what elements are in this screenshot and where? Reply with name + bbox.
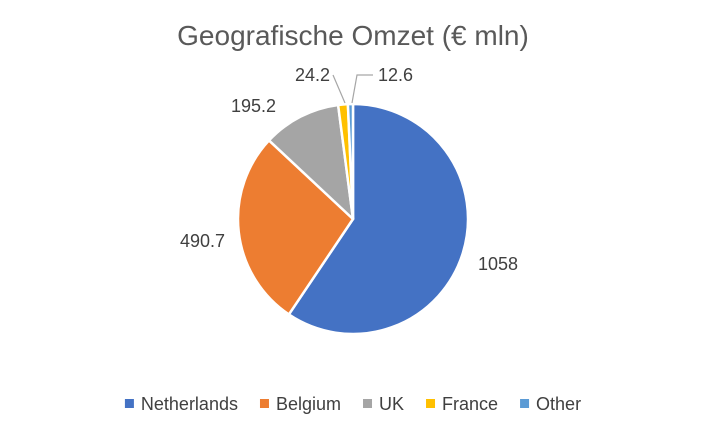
chart-title: Geografische Omzet (€ mln) [177, 20, 529, 51]
legend-swatch-uk [363, 399, 373, 408]
legend-swatch-other [520, 399, 530, 408]
slice-netherlands [287, 102, 470, 336]
legend-label-other: Other [536, 394, 581, 414]
data-label-belgium: 490.7 [180, 231, 225, 251]
legend-label-uk: UK [379, 394, 404, 414]
data-label-france: 24.2 [295, 65, 330, 85]
legend-label-france: France [442, 394, 498, 414]
legend-label-netherlands: Netherlands [141, 394, 238, 414]
slice-other [346, 102, 355, 221]
data-labels: 1058 490.7 195.2 24.2 12.6 [180, 65, 518, 274]
leader-lines [332, 74, 373, 104]
data-label-uk: 195.2 [231, 96, 276, 116]
legend-item-belgium: Belgium [259, 394, 341, 414]
leader-line-france [332, 74, 346, 104]
legend-swatch-france [426, 399, 436, 408]
legend: Netherlands Belgium UK France Other [124, 394, 581, 414]
slice-uk [267, 103, 355, 221]
data-label-netherlands: 1058 [478, 254, 518, 274]
legend-swatch-belgium [259, 399, 269, 408]
slice-belgium [236, 139, 355, 316]
legend-item-uk: UK [363, 394, 404, 414]
legend-swatch-netherlands [124, 399, 134, 408]
legend-item-other: Other [520, 394, 581, 414]
data-label-other: 12.6 [378, 65, 413, 85]
leader-line-other [351, 74, 373, 104]
legend-item-netherlands: Netherlands [124, 394, 238, 414]
legend-label-belgium: Belgium [276, 394, 341, 414]
legend-item-france: France [426, 394, 498, 414]
pie-slices [236, 102, 470, 336]
